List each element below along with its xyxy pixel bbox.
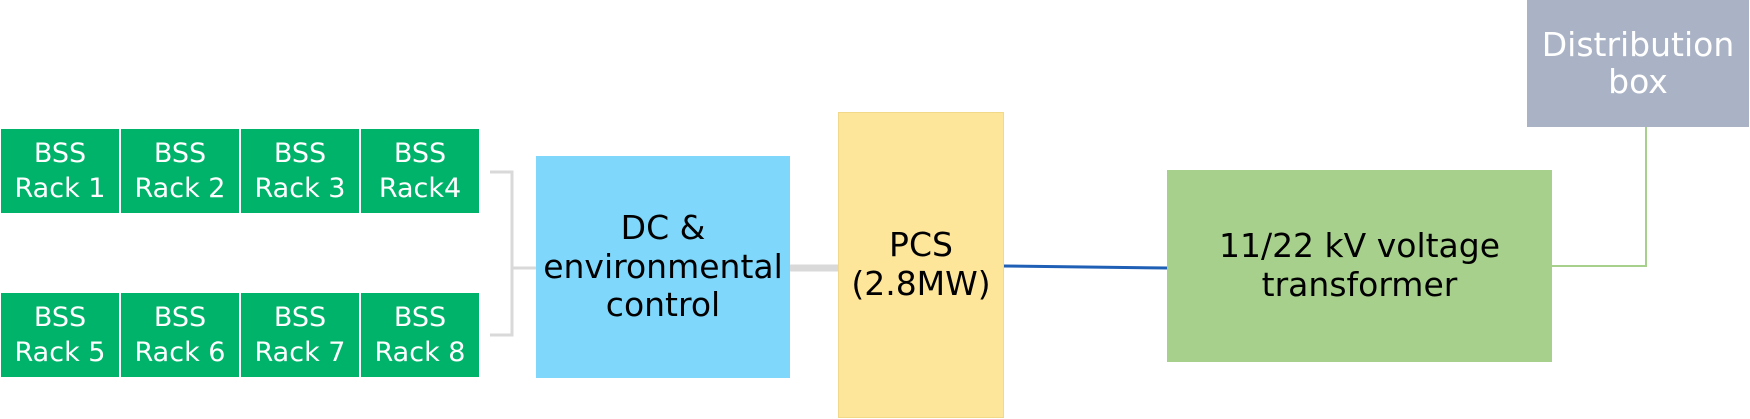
dc-label-line3: control <box>605 285 721 325</box>
distribution-box: Distribution box <box>1527 0 1749 127</box>
rack-label-line2: Rack 2 <box>134 173 226 204</box>
dc-label-line2: environmental <box>543 246 783 286</box>
bss-rack-5: BSS Rack 5 <box>0 292 120 378</box>
rack-label-line1: BSS <box>33 301 87 333</box>
dc-environmental-control-box: DC & environmental control <box>536 156 790 378</box>
bss-rack-8: BSS Rack 8 <box>360 292 480 378</box>
rack-label-line2: Rack 7 <box>254 337 346 368</box>
dc-label-line1: DC & <box>620 207 706 247</box>
transformer-label-line2: transformer <box>1261 265 1458 304</box>
rack-label-line2: Rack4 <box>378 173 462 204</box>
bss-rack-4: BSS Rack4 <box>360 128 480 214</box>
connector-transformer-to-distbox <box>1552 127 1647 267</box>
rack-label-line2: Rack 6 <box>134 337 226 368</box>
connector-bottom-racks <box>490 268 514 337</box>
rack-label-line1: BSS <box>153 301 207 333</box>
distbox-label-line1: Distribution <box>1541 25 1735 65</box>
rack-label-line2: Rack 8 <box>374 337 466 368</box>
transformer-label-line1: 11/22 kV voltage <box>1218 226 1501 266</box>
bss-rack-7: BSS Rack 7 <box>240 292 360 378</box>
rack-label-line2: Rack 3 <box>254 173 346 204</box>
bss-rack-3: BSS Rack 3 <box>240 128 360 214</box>
distbox-label-line2: box <box>1608 61 1668 101</box>
rack-label-line2: Rack 5 <box>14 337 106 368</box>
rack-label-line1: BSS <box>273 301 327 333</box>
rack-label-line1: BSS <box>273 137 327 169</box>
pcs-label-line1: PCS <box>889 225 953 265</box>
voltage-transformer-box: 11/22 kV voltage transformer <box>1167 170 1552 362</box>
bss-rack-2: BSS Rack 2 <box>120 128 240 214</box>
rack-label-line2: Rack 1 <box>14 173 106 204</box>
rack-label-line1: BSS <box>393 301 447 333</box>
rack-label-line1: BSS <box>33 137 87 169</box>
pcs-label-line2: (2.8MW) <box>851 264 991 303</box>
connector-top-racks <box>490 170 514 268</box>
connector-pcs-to-transformer <box>1003 264 1168 270</box>
bss-rack-1: BSS Rack 1 <box>0 128 120 214</box>
pcs-box: PCS (2.8MW) <box>838 112 1004 418</box>
rack-label-line1: BSS <box>153 137 207 169</box>
bss-rack-6: BSS Rack 6 <box>120 292 240 378</box>
rack-label-line1: BSS <box>393 137 447 169</box>
